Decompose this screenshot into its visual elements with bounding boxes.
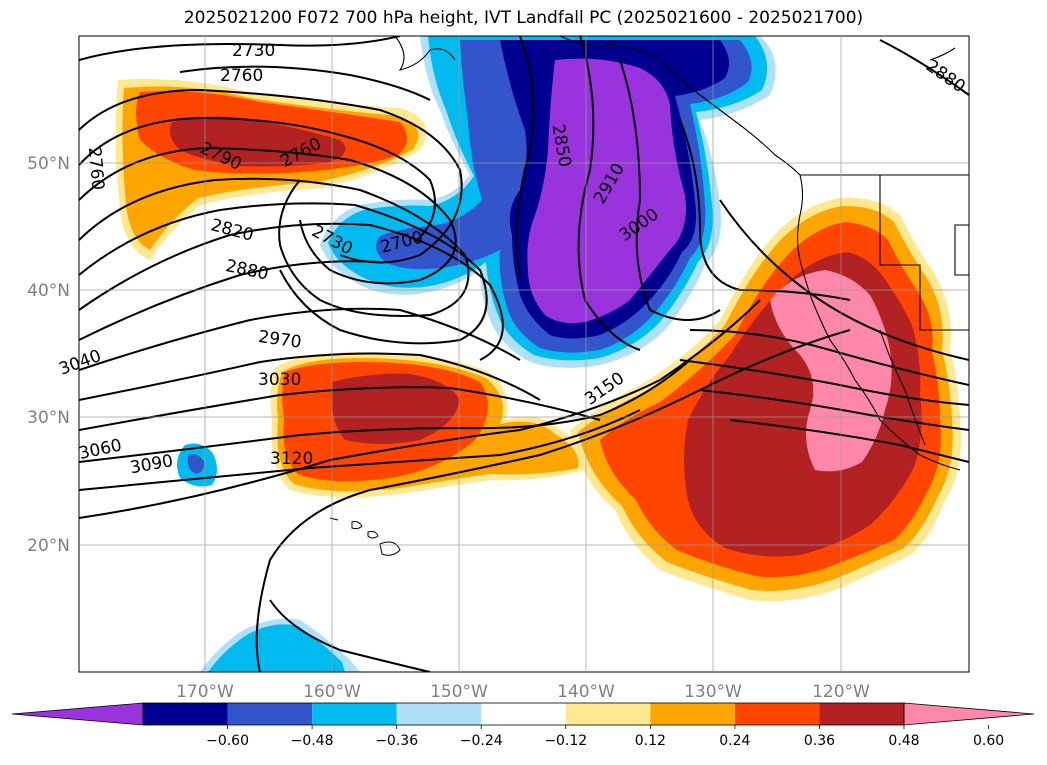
colorbar-tick-label: 0.48: [888, 733, 919, 749]
coastlines: [394, 36, 969, 471]
lon-label: 160°W: [303, 682, 361, 702]
map-frame: [78, 35, 970, 673]
colorbar-segment: [227, 703, 313, 725]
hawaii-islands: [329, 517, 401, 556]
colorbar-tick-label: −0.24: [460, 733, 503, 749]
contour-label: 2760: [84, 146, 108, 191]
colorbar-tick-label: 0.60: [973, 733, 1004, 749]
colorbar-segment: [565, 703, 651, 725]
lon-label: 130°W: [684, 682, 742, 702]
colorbar-segment: [481, 703, 566, 725]
lat-label: 40°N: [27, 281, 70, 301]
colorbar-segments: [11, 702, 1035, 726]
colorbar-segment: [734, 703, 820, 725]
colorbar-labels: −0.60 −0.48 −0.36 −0.24 −0.12 0.12 0.24 0.36 0.4…: [206, 725, 1004, 749]
lat-label: 50°N: [27, 154, 70, 174]
height-contours: [79, 36, 969, 672]
longitude-labels: 170°W 160°W 150°W 140°W 130°W 120°W: [176, 682, 870, 702]
lon-label: 150°W: [430, 682, 488, 702]
colorbar-tick-label: 0.24: [719, 733, 750, 749]
colorbar-segment: [650, 703, 735, 725]
colorbar: −0.60 −0.48 −0.36 −0.24 −0.12 0.12 0.24 0.36 0.4…: [11, 702, 1035, 749]
lat-label: 30°N: [27, 408, 70, 428]
colorbar-segment: [396, 703, 482, 725]
colorbar-extension-min: [11, 702, 144, 726]
colorbar-tick-label: −0.60: [206, 733, 249, 749]
contour-label: 2730: [232, 41, 275, 61]
lon-label: 120°W: [812, 682, 870, 702]
map-plot-area: [79, 36, 969, 672]
latitude-labels: 50°N 40°N 30°N 20°N: [27, 154, 70, 556]
colorbar-tick-label: −0.36: [375, 733, 418, 749]
colorbar-segment: [143, 703, 228, 725]
graticule: [79, 36, 969, 672]
colorbar-tick-label: 0.12: [635, 733, 666, 749]
colorbar-tick-label: 0.36: [804, 733, 835, 749]
contour-label: 3120: [270, 449, 313, 469]
colorbar-segment: [819, 703, 904, 725]
colorbar-tick-label: −0.12: [544, 733, 587, 749]
colorbar-outline: [142, 702, 905, 726]
colorbar-extension-max: [903, 702, 1035, 726]
colorbar-segment: [312, 703, 397, 725]
anomaly-negative-north: [176, 36, 776, 487]
lat-label: 20°N: [27, 536, 70, 556]
lon-label: 140°W: [557, 682, 615, 702]
anomaly-positive-northwest: [115, 78, 427, 260]
map-title: 2025021200 F072 700 hPa height, IVT Land…: [183, 8, 864, 28]
lon-label: 170°W: [176, 682, 234, 702]
contour-label: 2760: [220, 66, 263, 86]
contour-label: 3030: [258, 370, 301, 390]
colorbar-tick-label: −0.48: [291, 733, 334, 749]
